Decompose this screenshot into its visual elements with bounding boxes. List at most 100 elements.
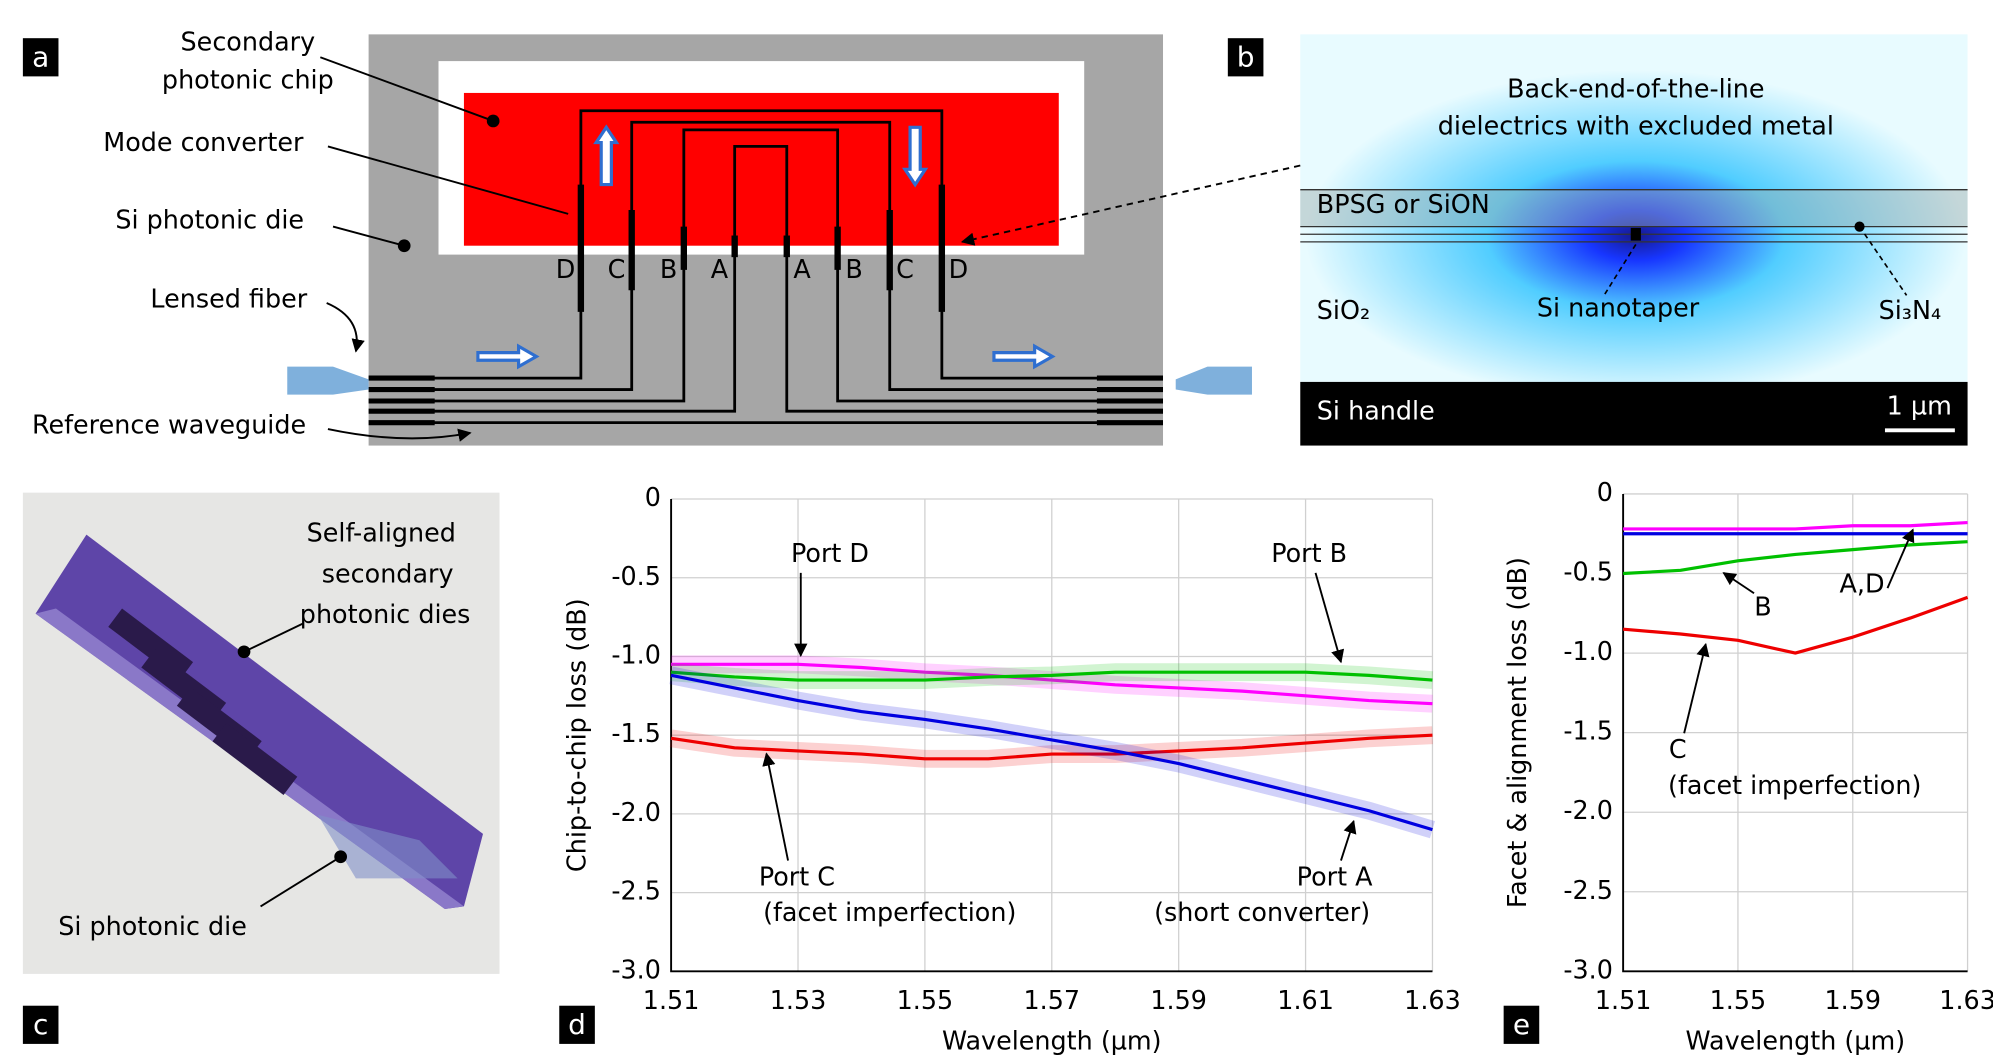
y-tick-label: -2.0 <box>1563 795 1613 825</box>
x-tick-label: 1.53 <box>770 985 827 1015</box>
x-tick-label: 1.59 <box>1824 985 1881 1015</box>
axes <box>670 499 1433 973</box>
label-box <box>1503 1005 1540 1044</box>
y-tick-label: -2.5 <box>611 876 661 906</box>
label: Si₃N₄ <box>1879 295 1942 325</box>
panel-label: c <box>33 1008 48 1041</box>
label-box <box>22 1005 59 1044</box>
annotation-arrow <box>1886 528 1915 589</box>
x-tick-label: 1.57 <box>1023 985 1080 1015</box>
label: Mode converter <box>103 127 304 157</box>
port-label: A <box>793 254 811 284</box>
x-tick-label: 1.51 <box>1595 985 1652 1015</box>
x-tick-label: 1.59 <box>1150 985 1207 1015</box>
label-box <box>559 1005 595 1044</box>
cladding-layer <box>1300 189 1968 227</box>
series-line <box>1623 540 1968 576</box>
annotation: Port C <box>759 861 835 891</box>
annotation: Port D <box>791 538 869 568</box>
x-tick-label: 1.55 <box>1710 985 1767 1015</box>
annotation: (facet imperfection) <box>763 897 1016 927</box>
annotation: C <box>1669 734 1687 764</box>
panel-label: d <box>568 1008 586 1041</box>
annotation-arrow <box>1722 572 1755 595</box>
x-tick-label: 1.55 <box>897 985 954 1015</box>
series-line <box>670 670 1433 682</box>
label: Secondary <box>181 26 316 56</box>
charts: 0-0.5-1.0-1.5-2.0-2.5-3.01.51 1.53 1.55 1.5… <box>561 477 1993 1056</box>
y-tick-label: -0.5 <box>1563 556 1613 586</box>
label: Self-aligned <box>307 518 456 548</box>
label: photonic chip <box>162 64 334 94</box>
x-tick-label: 1.63 <box>1939 985 1993 1015</box>
annotation-arrow <box>1683 642 1710 734</box>
series-line <box>670 673 1433 832</box>
panel-a: Secondary photonic chip Mode converter S… <box>32 26 1252 446</box>
label: BPSG or SiON <box>1317 189 1490 219</box>
label: Si nanotaper <box>1537 292 1700 322</box>
waveguides <box>368 109 1164 426</box>
series-line <box>1622 595 1969 655</box>
x-axis-label: Wavelength (µm) <box>1686 1026 1906 1056</box>
label-box <box>22 38 59 77</box>
y-tick-label: -1.0 <box>1563 636 1613 666</box>
axes <box>1622 493 1968 973</box>
y-tick-label: 0 <box>1597 477 1613 507</box>
series-line <box>1623 520 1968 531</box>
label: secondary <box>322 558 454 588</box>
panel-c: Self-aligned secondary photonic dies Si … <box>22 492 500 974</box>
si-handle <box>1300 381 1968 446</box>
port-label: B <box>845 254 862 284</box>
label: Si photonic die <box>58 911 247 941</box>
annotation: B <box>1754 592 1771 622</box>
panel-labels: a b c d e <box>22 38 1540 1044</box>
y-tick-label: -1.5 <box>611 718 661 748</box>
y-tick-label: -1.5 <box>1563 716 1613 746</box>
label: 1 µm <box>1887 390 1952 420</box>
label: Reference waveguide <box>32 409 306 439</box>
secondary-chip <box>463 92 1059 246</box>
label: dielectrics with excluded metal <box>1438 110 1834 140</box>
label: Si handle <box>1317 395 1435 425</box>
label: SiO₂ <box>1317 295 1370 325</box>
lensed-fiber <box>287 366 369 395</box>
x-tick-label: 1.63 <box>1404 985 1461 1015</box>
y-tick-label: -0.5 <box>611 561 661 591</box>
arrow <box>992 343 1056 370</box>
annotation: (short converter) <box>1154 897 1370 927</box>
label: Si photonic die <box>115 204 304 234</box>
annotation: Port A <box>1297 861 1373 891</box>
port-label: D <box>949 254 969 284</box>
x-axis-label: Wavelength (µm) <box>942 1026 1162 1056</box>
panel-label: e <box>1513 1008 1530 1041</box>
x-tick-label: 1.61 <box>1277 985 1334 1015</box>
arrow <box>476 343 540 370</box>
port-label: C <box>896 254 914 284</box>
x-tick-label: 1.51 <box>643 985 700 1015</box>
nanotaper <box>1630 227 1641 241</box>
annotation: A,D <box>1840 569 1885 599</box>
panel-b: Back-end-of-the-line dielectrics with ex… <box>960 34 1968 446</box>
y-tick-label: -2.0 <box>611 797 661 827</box>
series-line <box>670 733 1433 761</box>
annotation: Port B <box>1271 538 1347 568</box>
annotation-arrow <box>1340 819 1357 861</box>
panel-label: a <box>32 41 49 74</box>
y-tick-label: -2.5 <box>1563 875 1613 905</box>
label: Back-end-of-the-line <box>1507 73 1764 103</box>
label: Lensed fiber <box>150 283 307 313</box>
y-tick-label: -1.0 <box>611 639 661 669</box>
label: photonic dies <box>300 599 471 629</box>
y-tick-label: -3.0 <box>611 954 661 984</box>
panel-label: b <box>1237 41 1255 74</box>
port-label: D <box>556 254 576 284</box>
arrow <box>902 125 929 188</box>
y-tick-label: -3.0 <box>1563 954 1613 984</box>
series-line <box>671 662 1433 706</box>
y-axis-label: Facet & alignment loss (dB) <box>1502 557 1532 908</box>
y-axis-label: Chip-to-chip loss (dB) <box>561 598 591 872</box>
label-box <box>1227 38 1264 77</box>
y-tick-label: 0 <box>645 482 661 512</box>
arrow <box>593 124 620 187</box>
annotation: (facet imperfection) <box>1668 770 1921 800</box>
